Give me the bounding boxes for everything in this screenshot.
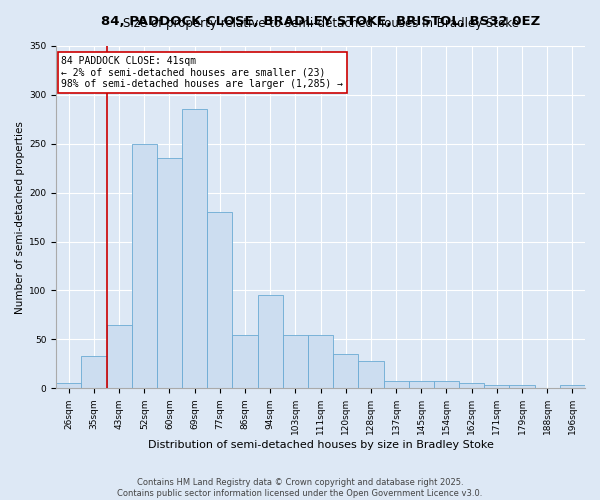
Bar [157, 158, 182, 388]
Bar [459, 384, 484, 388]
Text: Size of property relative to semi-detached houses in Bradley Stoke: Size of property relative to semi-detach… [122, 18, 518, 30]
Bar [182, 110, 207, 388]
Text: Contains HM Land Registry data © Crown copyright and database right 2025.
Contai: Contains HM Land Registry data © Crown c… [118, 478, 482, 498]
Bar [484, 386, 509, 388]
Bar [207, 212, 232, 388]
Bar [131, 144, 157, 388]
Bar [82, 356, 107, 388]
Bar [358, 361, 383, 388]
X-axis label: Distribution of semi-detached houses by size in Bradley Stoke: Distribution of semi-detached houses by … [148, 440, 494, 450]
Bar [107, 324, 131, 388]
Bar [308, 334, 333, 388]
Bar [56, 384, 82, 388]
Bar [509, 386, 535, 388]
Title: 84, PADDOCK CLOSE, BRADLEY STOKE, BRISTOL, BS32 0EZ: 84, PADDOCK CLOSE, BRADLEY STOKE, BRISTO… [101, 15, 540, 28]
Bar [383, 380, 409, 388]
Bar [232, 334, 257, 388]
Bar [434, 380, 459, 388]
Bar [560, 386, 585, 388]
Bar [257, 296, 283, 388]
Bar [283, 334, 308, 388]
Bar [333, 354, 358, 388]
Text: 84 PADDOCK CLOSE: 41sqm
← 2% of semi-detached houses are smaller (23)
98% of sem: 84 PADDOCK CLOSE: 41sqm ← 2% of semi-det… [61, 56, 343, 90]
Bar [409, 380, 434, 388]
Y-axis label: Number of semi-detached properties: Number of semi-detached properties [15, 120, 25, 314]
